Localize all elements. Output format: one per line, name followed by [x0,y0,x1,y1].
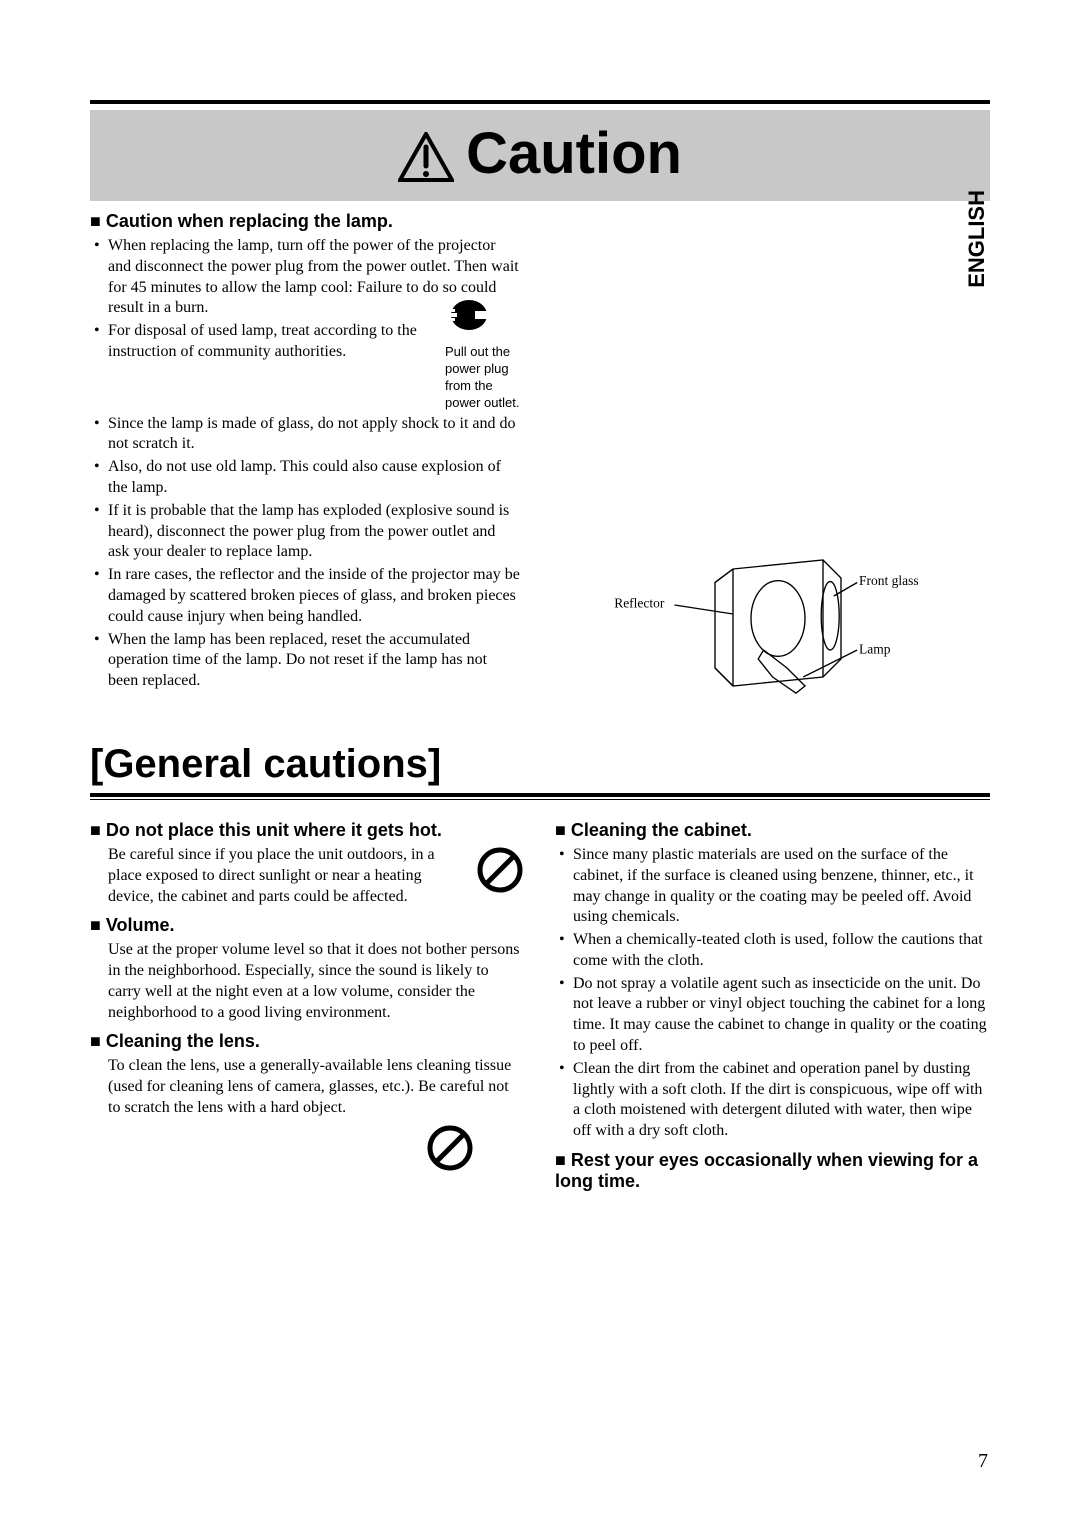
lamp-bullets: When replacing the lamp, turn off the po… [90,236,520,692]
gc-left-0-heading: Do not place this unit where it gets hot… [90,820,525,841]
lamp-bullet-4: If it is probable that the lamp has expl… [108,501,520,563]
gc-left-2-text: To clean the lens, use a generally-avail… [90,1056,525,1118]
lamp-diagram: Reflector Front glass Lamp [590,533,930,713]
gc-right-bullet-0: Since many plastic materials are used on… [573,845,990,928]
reflector-label: Reflector [614,596,665,611]
gc-right-heading-2: Rest your eyes occasionally when viewing… [555,1150,990,1192]
plug-icon [445,295,493,335]
gc-left-2-heading: Cleaning the lens. [90,1031,525,1052]
lamp-heading: Caution when replacing the lamp. [90,211,520,232]
gc-rule-thin [90,799,990,800]
prohibit-icon [475,845,525,895]
gc-right-heading: Cleaning the cabinet. [555,820,990,841]
banner-title: Caution [466,120,682,187]
gc-left-1-heading: Volume. [90,915,525,936]
gc-rule-thick [90,793,990,797]
caution-banner: Caution [90,110,990,201]
gc-right-bullet-1: When a chemically-teated cloth is used, … [573,930,990,972]
gc-left-0-text: Be careful since if you place the unit o… [90,845,465,907]
lamp-bullet-5: In rare cases, the reflector and the ins… [108,565,520,627]
gc-left-1-text: Use at the proper volume level so that i… [90,940,525,1023]
front-glass-label: Front glass [859,573,919,588]
general-cautions-title: [General cautions] [90,742,990,787]
lamp-label: Lamp [859,642,891,657]
lamp-bullet-3: Also, do not use old lamp. This could al… [108,457,520,499]
gc-right-bullet-3: Clean the dirt from the cabinet and oper… [573,1059,990,1142]
gc-right-bullet-2: Do not spray a volatile agent such as in… [573,974,990,1057]
prohibit-icon [425,1123,475,1173]
plug-caption: Pull out the power plug from the power o… [445,344,520,412]
lamp-bullet-1: For disposal of used lamp, treat accordi… [108,321,435,363]
page-number: 7 [978,1450,988,1473]
top-rule [90,100,990,104]
lamp-bullet-6: When the lamp has been replaced, reset t… [108,630,520,692]
lamp-bullet-2: Since the lamp is made of glass, do not … [108,414,520,456]
gc-right-bullets: Since many plastic materials are used on… [555,845,990,1142]
warning-triangle-icon [398,129,454,179]
